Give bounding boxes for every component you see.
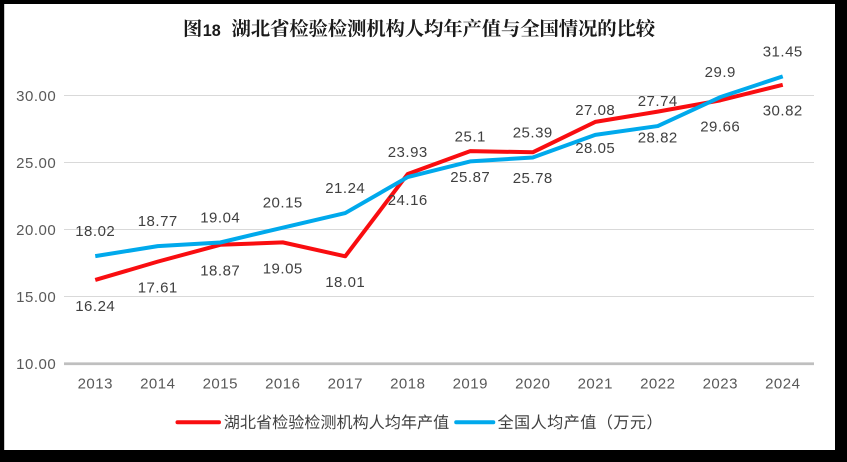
svg-text:25.87: 25.87 <box>450 169 490 186</box>
svg-text:30.00: 30.00 <box>16 88 56 105</box>
svg-text:2022: 2022 <box>640 376 675 393</box>
svg-text:2013: 2013 <box>78 376 113 393</box>
svg-text:24.16: 24.16 <box>388 192 428 209</box>
svg-text:10.00: 10.00 <box>16 356 56 373</box>
svg-text:2024: 2024 <box>765 376 800 393</box>
svg-text:19.04: 19.04 <box>200 209 240 226</box>
svg-text:29.9: 29.9 <box>705 64 736 81</box>
svg-text:2020: 2020 <box>515 376 550 393</box>
svg-text:2017: 2017 <box>328 376 363 393</box>
svg-text:25.39: 25.39 <box>513 124 553 141</box>
svg-text:2023: 2023 <box>703 376 738 393</box>
svg-text:2016: 2016 <box>265 376 300 393</box>
svg-text:15.00: 15.00 <box>16 289 56 306</box>
svg-text:29.66: 29.66 <box>700 118 740 135</box>
svg-text:30.82: 30.82 <box>763 103 803 120</box>
svg-text:2018: 2018 <box>390 376 425 393</box>
svg-text:16.24: 16.24 <box>75 298 115 315</box>
svg-text:18: 18 <box>203 22 221 40</box>
svg-text:18.87: 18.87 <box>200 263 240 280</box>
svg-text:31.45: 31.45 <box>763 43 803 60</box>
svg-text:2014: 2014 <box>140 376 175 393</box>
svg-text:27.08: 27.08 <box>575 102 615 119</box>
svg-text:17.61: 17.61 <box>138 280 178 297</box>
svg-text:21.24: 21.24 <box>325 180 365 197</box>
svg-text:28.05: 28.05 <box>575 140 615 157</box>
svg-text:25.00: 25.00 <box>16 155 56 172</box>
svg-text:23.93: 23.93 <box>388 144 428 161</box>
svg-text:25.78: 25.78 <box>513 170 553 187</box>
svg-text:18.02: 18.02 <box>75 223 115 240</box>
svg-text:19.05: 19.05 <box>263 260 303 277</box>
svg-text:18.77: 18.77 <box>138 213 178 230</box>
svg-text:28.82: 28.82 <box>638 129 678 146</box>
svg-text:2019: 2019 <box>453 376 488 393</box>
svg-text:27.74: 27.74 <box>638 93 678 110</box>
svg-text:20.15: 20.15 <box>263 195 303 212</box>
svg-text:18.01: 18.01 <box>325 274 365 291</box>
svg-text:20.00: 20.00 <box>16 222 56 239</box>
svg-text:2021: 2021 <box>578 376 613 393</box>
svg-text:2015: 2015 <box>203 376 238 393</box>
svg-text:25.1: 25.1 <box>455 128 486 145</box>
